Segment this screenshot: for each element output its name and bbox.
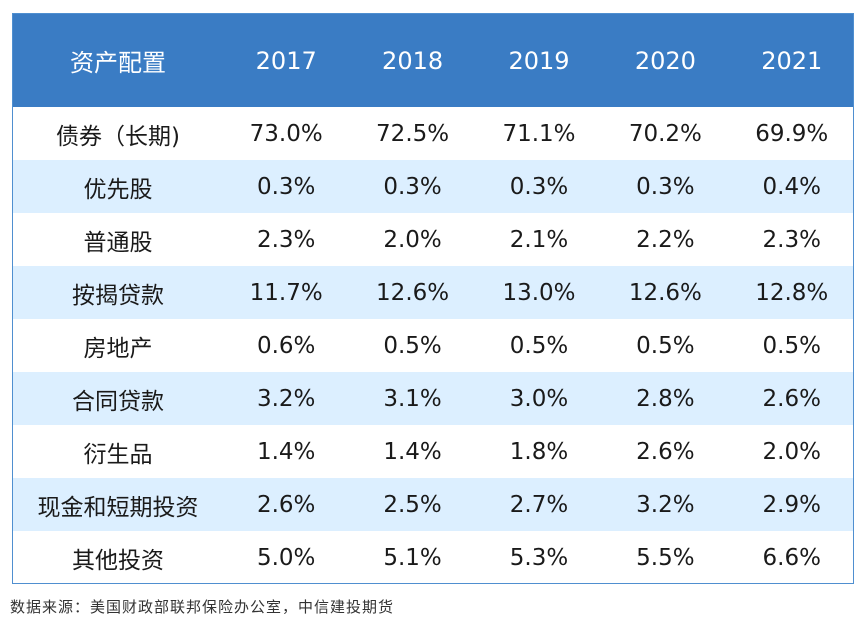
value-cell: 73.0% [249, 120, 323, 147]
value-cell: 1.4% [383, 438, 442, 465]
value-cell: 2.6% [762, 385, 821, 412]
value-cell: 13.0% [502, 279, 576, 306]
table-row: 债券（长期) 73.0% 72.5% 71.1% 70.2% 69.9% [13, 107, 853, 160]
value-cell: 12.8% [755, 279, 829, 306]
value-cell: 0.3% [256, 173, 316, 200]
table-row: 现金和短期投资 2.6% 2.5% 2.7% 3.2% 2.9% [13, 478, 853, 531]
value-cell: 3.1% [383, 385, 442, 412]
header-cell-year: 2018 [382, 46, 444, 75]
value-cell: 0.5% [509, 332, 569, 359]
data-table: 资产配置 2017 2018 2019 2020 2021 债券（长期) 73.0… [13, 14, 853, 583]
value-cell: 6.6% [762, 544, 821, 571]
asset-allocation-table: 资产配置 2017 2018 2019 2020 2021 债券（长期) 73.0… [12, 13, 854, 584]
value-cell: 5.3% [509, 544, 569, 571]
value-cell: 2.6% [256, 491, 316, 518]
value-cell: 1.4% [256, 438, 316, 465]
value-cell: 12.6% [376, 279, 450, 306]
value-cell: 11.7% [249, 279, 323, 306]
value-cell: 2.0% [383, 226, 442, 253]
row-label: 普通股 [83, 229, 153, 256]
table-row: 普通股 2.3% 2.0% 2.1% 2.2% 2.3% [13, 213, 853, 266]
row-label: 优先股 [83, 176, 153, 203]
value-cell: 2.0% [762, 438, 821, 465]
value-cell: 2.8% [636, 385, 695, 412]
value-cell: 0.4% [762, 173, 821, 200]
row-label: 衍生品 [83, 441, 153, 468]
value-cell: 3.0% [509, 385, 569, 412]
value-cell: 0.6% [256, 332, 316, 359]
value-cell: 0.3% [509, 173, 569, 200]
value-cell: 5.5% [636, 544, 695, 571]
header-cell-year: 2021 [761, 46, 823, 75]
value-cell: 0.3% [383, 173, 442, 200]
value-cell: 2.5% [383, 491, 442, 518]
value-cell: 71.1% [502, 120, 576, 147]
header-cell-year: 2020 [634, 46, 696, 75]
value-cell: 3.2% [636, 491, 695, 518]
row-label: 房地产 [83, 335, 153, 362]
header-row: 资产配置 2017 2018 2019 2020 2021 [13, 14, 853, 107]
row-label: 现金和短期投资 [37, 494, 199, 521]
table-row: 按揭贷款 11.7% 12.6% 13.0% 12.6% 12.8% [13, 266, 853, 319]
value-cell: 0.5% [762, 332, 821, 359]
header-cell-year: 2017 [255, 46, 317, 75]
value-cell: 2.9% [762, 491, 821, 518]
value-cell: 70.2% [628, 120, 702, 147]
value-cell: 69.9% [755, 120, 829, 147]
source-note: 数据来源：美国财政部联邦保险办公室，中信建投期货 [10, 598, 395, 616]
value-cell: 72.5% [376, 120, 450, 147]
row-label: 债券（长期) [56, 123, 180, 150]
table-row: 衍生品 1.4% 1.4% 1.8% 2.6% 2.0% [13, 425, 853, 478]
value-cell: 5.0% [256, 544, 316, 571]
header-cell-category: 资产配置 [70, 49, 166, 77]
value-cell: 12.6% [628, 279, 702, 306]
value-cell: 5.1% [383, 544, 442, 571]
row-label: 合同贷款 [72, 388, 164, 415]
value-cell: 0.5% [383, 332, 442, 359]
table-row: 优先股 0.3% 0.3% 0.3% 0.3% 0.4% [13, 160, 853, 213]
value-cell: 2.3% [762, 226, 821, 253]
table-row: 其他投资 5.0% 5.1% 5.3% 5.5% 6.6% [13, 531, 853, 583]
value-cell: 2.3% [256, 226, 316, 253]
value-cell: 2.2% [636, 226, 695, 253]
row-label: 按揭贷款 [72, 282, 164, 309]
header-cell-year: 2019 [508, 46, 570, 75]
value-cell: 3.2% [256, 385, 316, 412]
value-cell: 2.1% [509, 226, 569, 253]
value-cell: 0.5% [636, 332, 695, 359]
value-cell: 1.8% [509, 438, 569, 465]
value-cell: 2.7% [509, 491, 569, 518]
value-cell: 0.3% [636, 173, 695, 200]
table-body: 债券（长期) 73.0% 72.5% 71.1% 70.2% 69.9% 优先股 0.3% 0.… [13, 107, 853, 583]
table-row: 合同贷款 3.2% 3.1% 3.0% 2.8% 2.6% [13, 372, 853, 425]
row-label: 其他投资 [72, 547, 164, 574]
value-cell: 2.6% [636, 438, 695, 465]
table-row: 房地产 0.6% 0.5% 0.5% 0.5% 0.5% [13, 319, 853, 372]
